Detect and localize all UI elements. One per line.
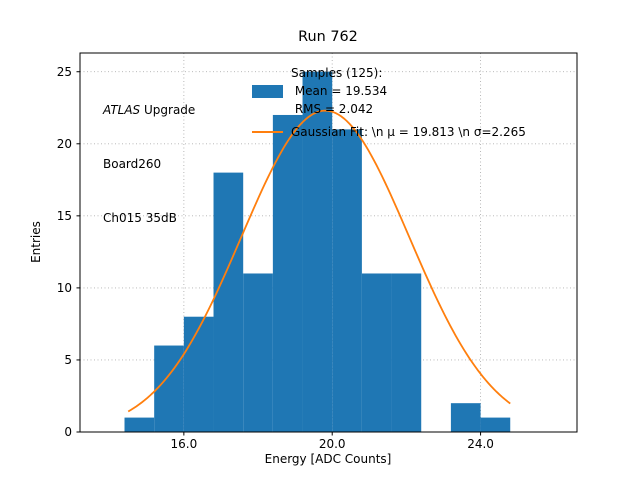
- histogram-bar: [154, 345, 184, 432]
- y-tick-label: 20: [57, 137, 72, 151]
- chart-title: Run 762: [298, 29, 358, 45]
- y-tick-label: 0: [64, 425, 72, 439]
- histogram-bar: [450, 403, 481, 432]
- histogram-bar: [124, 417, 155, 432]
- histogram-bar: [183, 316, 214, 432]
- legend-entry-gaussian: Gaussian Fit: \n μ = 19.813 \n σ=2.265: [252, 123, 526, 141]
- x-tick-label: 24.0: [467, 437, 494, 451]
- x-tick-label: 20.0: [319, 437, 346, 451]
- annotation-upgrade: Upgrade: [140, 103, 196, 117]
- axes-frame: [79, 52, 578, 433]
- histogram-bar: [361, 273, 392, 432]
- x-axis-label: Energy [ADC Counts]: [264, 452, 392, 466]
- legend-samples-header: Samples (125):: [291, 66, 383, 80]
- histogram-bar: [332, 129, 362, 433]
- histogram-bar: [213, 172, 244, 432]
- histogram-bar: [480, 417, 511, 432]
- legend-gaussian-label: Gaussian Fit: \n μ = 19.813 \n σ=2.265: [291, 125, 526, 139]
- legend-samples-text: Samples (125): Mean = 19.534 RMS = 2.042: [291, 64, 387, 118]
- legend-entry-samples: Samples (125): Mean = 19.534 RMS = 2.042: [252, 64, 526, 118]
- annotation-block: ATLAS Upgrade Board260 Ch015 35dB: [103, 65, 195, 263]
- legend-gaussian-line: [252, 131, 283, 133]
- y-tick-label: 5: [64, 353, 72, 367]
- legend-histogram-swatch: [252, 84, 283, 98]
- histogram-bar: [302, 71, 333, 433]
- y-tick-label: 15: [57, 209, 72, 223]
- histogram-bar: [391, 273, 422, 432]
- annotation-atlas: ATLAS: [103, 103, 141, 117]
- legend-mean-value: Mean = 19.534: [291, 84, 388, 98]
- gaussian-fit-curve: [127, 109, 511, 413]
- legend: Samples (125): Mean = 19.534 RMS = 2.042…: [252, 64, 526, 141]
- histogram-bar: [243, 273, 273, 432]
- x-tick-label: 16.0: [170, 437, 197, 451]
- legend-rms-value: RMS = 2.042: [291, 102, 374, 116]
- annotation-line-1: ATLAS Upgrade: [103, 101, 195, 119]
- histogram-bar: [272, 114, 303, 432]
- y-tick-label: 10: [57, 281, 72, 295]
- y-tick-label: 25: [57, 65, 72, 79]
- annotation-line-3: Ch015 35dB: [103, 211, 177, 225]
- y-axis-label: Entries: [29, 221, 43, 263]
- annotation-line-2: Board260: [103, 157, 162, 171]
